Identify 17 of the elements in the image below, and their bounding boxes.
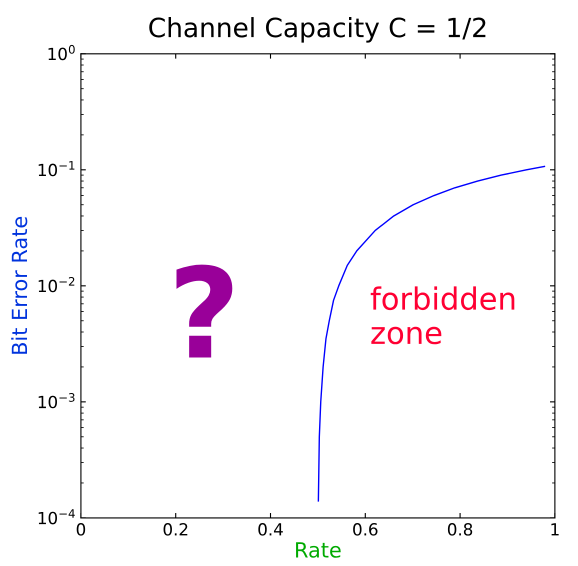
annotation: forbidden zone xyxy=(370,286,514,344)
chart-title: Channel Capacity C = 1/2 xyxy=(149,17,486,43)
annotation: ? xyxy=(176,264,232,358)
x-tick-label: 0.4 xyxy=(258,523,283,536)
x-tick-label: 0.2 xyxy=(164,523,188,536)
x-tick-label: 0.8 xyxy=(448,523,472,536)
y-tick-label: 10$^{−3}$ xyxy=(38,393,75,408)
x-tick-label: 0.6 xyxy=(353,523,378,536)
line-series xyxy=(318,166,546,502)
y-tick-label: 10$^{−2}$ xyxy=(38,276,74,292)
x-axis-title: Rate xyxy=(296,542,341,558)
x-tick-label: 0 xyxy=(76,523,86,536)
y-tick-label: 10$^{−1}$ xyxy=(38,161,74,176)
y-tick-label: 10$^{−4}$ xyxy=(38,509,75,524)
y-axis-title: Bit Error Rate xyxy=(11,216,28,354)
x-tick-label: 1 xyxy=(551,523,559,536)
y-tick-label: 10$^{0}$ xyxy=(48,44,75,60)
